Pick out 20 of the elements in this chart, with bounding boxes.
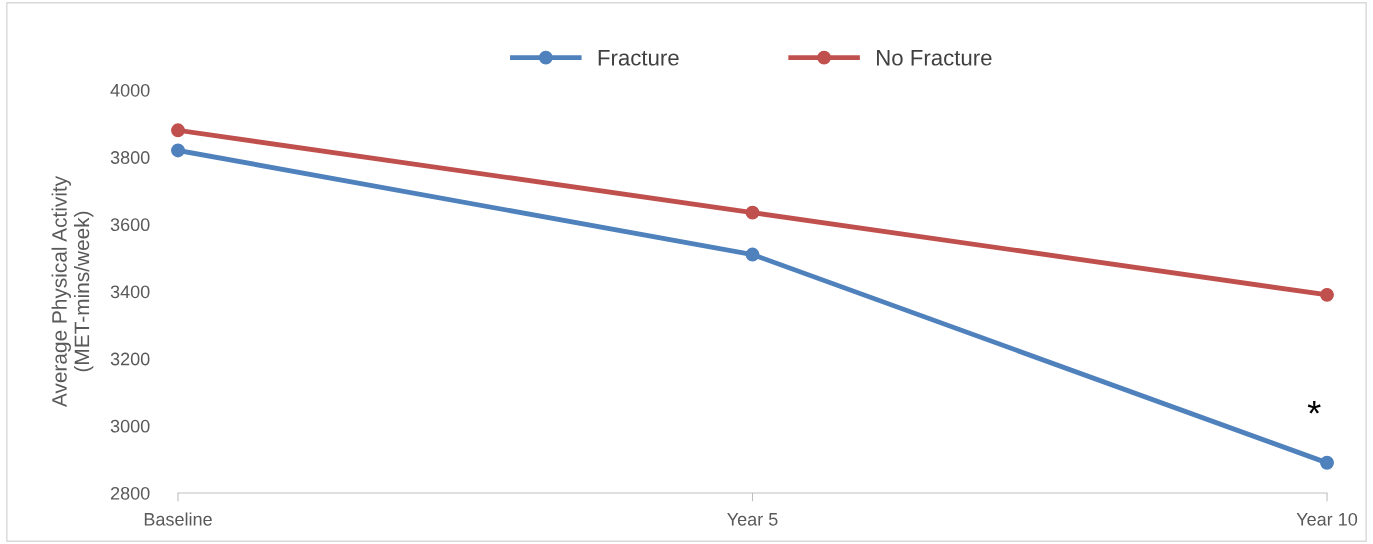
y-tick-label: 3600 — [110, 218, 150, 232]
point — [171, 143, 185, 158]
x-tick-label: Year 10 — [1296, 512, 1358, 526]
point — [171, 123, 185, 138]
x-tick-label: Baseline — [144, 512, 212, 526]
y-axis-title: Average Physical Activity (MET-mins/week) — [51, 175, 94, 408]
annotation: * — [1307, 400, 1321, 414]
y-tick-label: 2800 — [110, 486, 150, 500]
point — [745, 205, 760, 220]
y-tick-label: 3200 — [110, 352, 150, 366]
y-tick-label: 3000 — [110, 419, 150, 433]
point — [1320, 287, 1334, 302]
y-tick-label: 3800 — [110, 151, 150, 164]
x-tick-label: Year 5 — [727, 513, 778, 526]
legend-label: No Fracture — [877, 50, 992, 66]
point — [745, 247, 760, 262]
legend-label: Fracture — [598, 50, 679, 66]
y-tick-label: 3400 — [110, 285, 150, 299]
point — [1320, 455, 1334, 470]
y-tick-label: 4000 — [110, 83, 150, 97]
